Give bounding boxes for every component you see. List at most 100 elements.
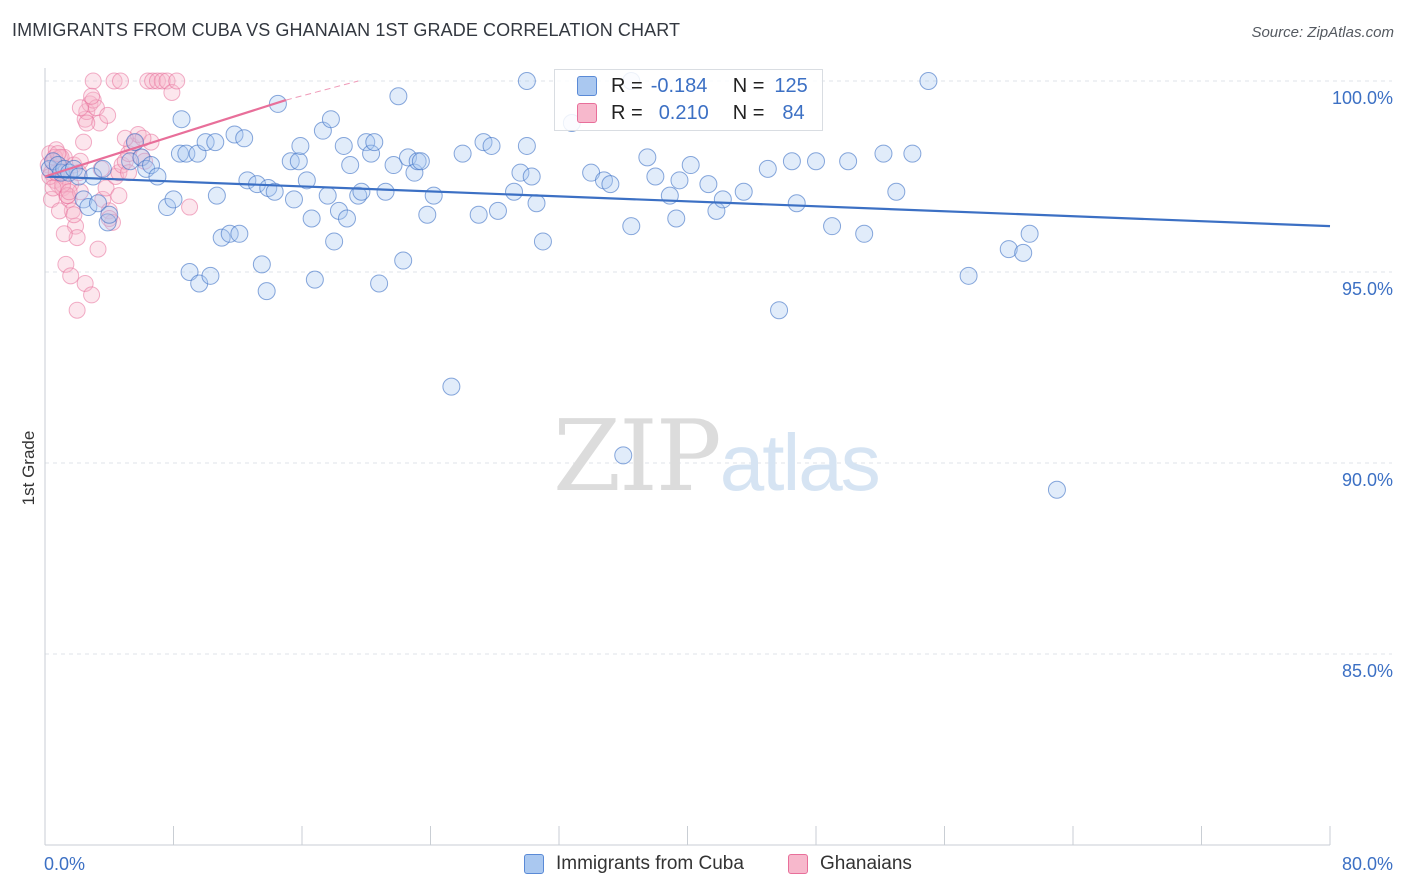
source-credit[interactable]: Source: ZipAtlas.com: [1251, 24, 1394, 41]
cuba-point: [206, 133, 225, 152]
y-tick-label: 85.0%: [1342, 661, 1393, 681]
cuba-point: [482, 136, 501, 155]
cuba-point: [84, 167, 103, 186]
bottom-legend-ghanaians[interactable]: Ghanaians: [788, 852, 912, 876]
cuba-point: [903, 144, 922, 163]
ghanaians-point: [75, 133, 93, 151]
ghanaians-point: [50, 202, 68, 220]
cuba-point: [959, 266, 978, 285]
ghanaians-trend-extension: [285, 80, 359, 101]
ghanaians-point: [153, 72, 171, 90]
cuba-point: [220, 224, 239, 243]
cuba-point: [469, 205, 488, 224]
cuba-r-value: -0.184: [650, 74, 708, 97]
cuba-point: [1020, 224, 1039, 243]
ghanaians-point: [105, 72, 123, 90]
cuba-point: [807, 152, 825, 171]
cuba-point: [823, 217, 842, 236]
ghanaians-point: [57, 255, 75, 273]
cuba-point: [713, 190, 732, 209]
ghanaians-point: [111, 72, 129, 90]
cuba-point: [384, 156, 403, 175]
cuba-point: [453, 144, 472, 163]
cuba-point: [148, 167, 167, 186]
cuba-point: [411, 152, 430, 171]
bottom-legend-cuba[interactable]: Immigrants from Cuba: [524, 852, 744, 876]
cuba-point: [389, 87, 408, 106]
ghanaians-point: [148, 72, 166, 90]
cuba-point: [100, 205, 119, 224]
cuba-point: [782, 152, 801, 171]
cuba-point: [919, 72, 938, 90]
ghanaians-point: [168, 72, 186, 90]
cuba-point: [89, 194, 108, 213]
ghanaians-point: [78, 114, 96, 132]
cuba-point: [180, 263, 199, 281]
cuba-point: [527, 194, 546, 213]
cuba-point: [787, 194, 806, 213]
cuba-point: [132, 148, 151, 167]
y-axis-title: 1st Grade: [19, 430, 38, 506]
cuba-point: [999, 240, 1018, 259]
cuba-point: [511, 163, 530, 182]
ghanaians-point: [55, 225, 73, 243]
cuba-point: [370, 274, 389, 293]
cuba-point: [334, 136, 353, 155]
cuba-point: [337, 209, 356, 228]
cuba-point: [362, 144, 381, 163]
ghanaians-point: [99, 106, 117, 124]
cuba-point: [325, 232, 344, 251]
legend-row-ghanaians: R = 0.210 N = 84: [577, 101, 805, 125]
ghanaians-point: [97, 179, 115, 197]
legend-row-cuba: R = -0.184 N = 125: [577, 74, 808, 98]
ghanaians-point: [84, 72, 102, 90]
cuba-n-value: 125: [774, 74, 808, 97]
ghanaians-point: [44, 179, 62, 197]
cuba-point: [321, 110, 340, 129]
cuba-point: [442, 377, 461, 396]
ghanaians-point: [181, 198, 199, 216]
cuba-point: [505, 182, 524, 201]
r-label: R =: [611, 101, 643, 124]
cuba-point: [305, 270, 324, 289]
cuba-point: [142, 156, 161, 175]
x-tick-label-max: 80.0%: [1342, 854, 1393, 874]
cuba-point: [614, 446, 633, 465]
cuba-point: [352, 182, 371, 201]
cuba-points: [40, 72, 1066, 499]
n-label: N =: [732, 101, 765, 124]
cuba-point: [517, 72, 536, 90]
cuba-point: [681, 156, 700, 175]
cuba-point: [289, 152, 308, 171]
y-tick-label: 90.0%: [1342, 470, 1393, 490]
ghanaians-point: [144, 72, 162, 90]
y-axis-title-wrap: 1st Grade: [12, 420, 42, 520]
ghanaians-swatch-icon: [577, 103, 597, 123]
cuba-point: [601, 175, 620, 194]
cuba-point: [522, 167, 541, 186]
cuba-point: [158, 198, 177, 217]
cuba-point: [758, 159, 777, 178]
ghanaians-point: [110, 187, 128, 205]
cuba-point: [268, 94, 287, 113]
cuba-point: [257, 282, 276, 301]
cuba-point: [1047, 480, 1066, 499]
ghanaians-point: [60, 183, 78, 201]
cuba-point: [121, 152, 140, 171]
ghanaians-point: [62, 267, 80, 285]
cuba-point: [533, 232, 552, 251]
cuba-point: [170, 144, 189, 163]
ghanaians-r-value: 0.210: [658, 101, 709, 124]
y-tick-label: 95.0%: [1342, 279, 1393, 299]
cuba-point: [646, 167, 665, 186]
ghanaians-point: [163, 83, 181, 101]
cuba-legend-label: Immigrants from Cuba: [556, 853, 744, 874]
cuba-point: [79, 198, 98, 217]
ghanaians-point: [158, 72, 176, 90]
cuba-point: [265, 182, 284, 201]
cuba-point: [622, 217, 641, 236]
cuba-trend-line: [44, 175, 1331, 228]
cuba-point: [670, 171, 689, 190]
cuba-point: [699, 175, 718, 194]
